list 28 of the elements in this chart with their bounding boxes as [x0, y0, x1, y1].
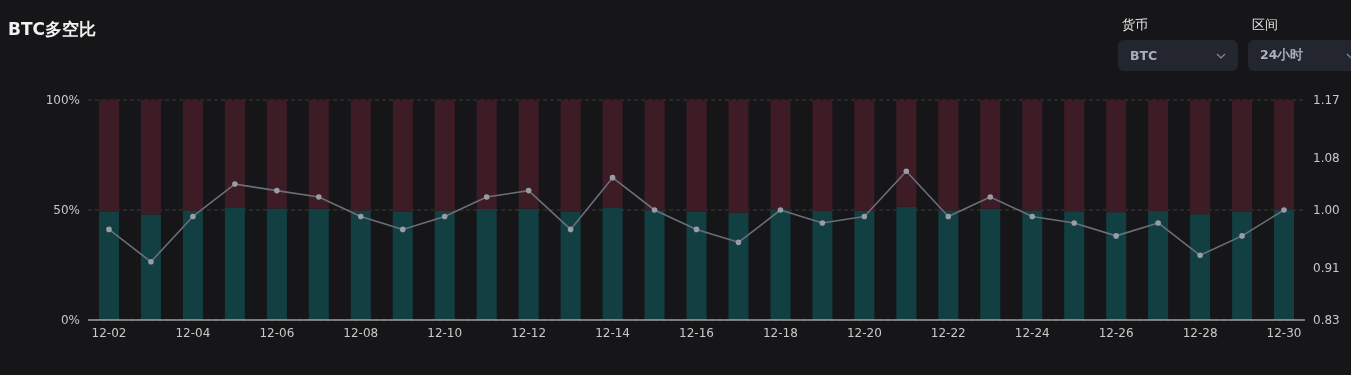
chart-title: BTC多空比 [8, 18, 97, 41]
dropdown-field: 24小时 [1248, 40, 1351, 71]
x-tick-label: 12-18 [762, 325, 798, 340]
x-tick-label: 12-20 [846, 325, 882, 340]
y-tick-label: 50% [53, 203, 80, 218]
x-tick-label: 12-24 [1014, 325, 1050, 340]
x-tick-label: 12-06 [259, 325, 295, 340]
x-tick-label: 12-10 [427, 325, 463, 340]
x-tick-label: 12-30 [1266, 325, 1302, 340]
y2-tick-label: 1.08 [1313, 151, 1340, 166]
x-tick-label: 12-12 [511, 325, 547, 340]
y2-tick-label: 1.17 [1313, 93, 1340, 108]
y-tick-label: 100% [45, 93, 80, 108]
y-tick-label: 0% [60, 313, 80, 328]
y2-tick-label: 1.00 [1313, 203, 1340, 218]
x-tick-label: 12-28 [1182, 325, 1218, 340]
text: 区间 [1252, 16, 1279, 34]
x-tick-label: 12-02 [91, 325, 127, 340]
x-tick-label: 12-14 [595, 325, 631, 340]
y2-tick-label: 0.83 [1313, 313, 1340, 328]
x-tick-label: 12-08 [343, 325, 379, 340]
y2-tick-label: 0.91 [1313, 261, 1340, 276]
x-tick-label: 12-16 [679, 325, 714, 340]
text: 货币 [1122, 16, 1149, 34]
x-tick-label: 12-22 [930, 325, 966, 340]
x-tick-label: 12-26 [1098, 325, 1134, 340]
x-tick-label: 12-04 [175, 325, 211, 340]
dropdown-field: BTC [1118, 40, 1238, 71]
